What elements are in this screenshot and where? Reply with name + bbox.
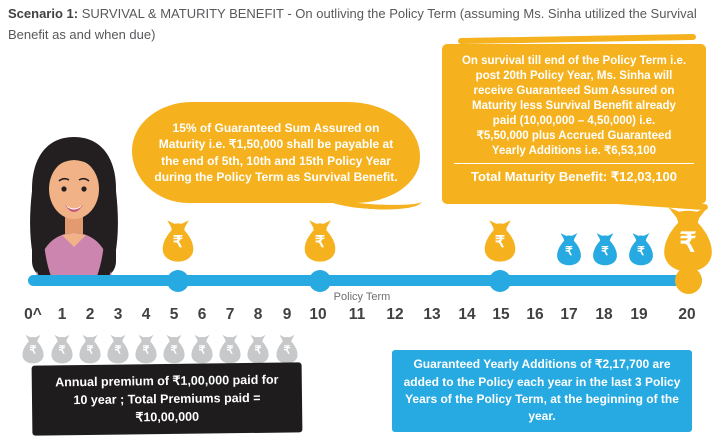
callout-line: year. [528,409,556,424]
rupee-symbol: ₹ [314,233,326,251]
timeline-node-year-20 [675,267,702,294]
year-label-5: 5 [169,306,179,323]
callout-line: the end of 5th, 10th and 15th Policy Yea… [161,153,391,168]
rupee-symbol: ₹ [637,243,645,258]
page-title: Scenario 1: SURVIVAL & MATURITY BENEFIT … [8,4,702,46]
maturity-benefit-callout: On survival till end of the Policy Term … [442,44,706,204]
premium-bag-icon-year-6: ₹ [189,333,215,364]
policy-term-timeline [28,275,702,286]
rupee-symbol: ₹ [172,233,184,251]
callout-line: Yearly Additions i.e. ₹6,53,100 [491,145,657,157]
scenario-title-text: SURVIVAL & MATURITY BENEFIT - On outlivi… [8,6,697,42]
premium-bag-icon-year-8: ₹ [245,333,271,364]
year-label-4: 4 [141,306,151,323]
rupee-symbol: ₹ [170,343,178,356]
total-maturity-benefit: Total Maturity Benefit: ₹12,03,100 [471,169,677,184]
year-label-8: 8 [253,306,263,323]
rupee-symbol: ₹ [29,343,37,356]
survival-benefit-callout: 15% of Guaranteed Sum Assured on Maturit… [132,102,420,203]
money-bag-icon-year-15: ₹ [482,217,518,263]
scenario-label: Scenario 1: [8,6,79,21]
year-label-16: 16 [526,306,544,323]
rupee-symbol: ₹ [58,343,66,356]
callout-line: post 20th Policy Year, Ms. Sinha will [475,70,673,82]
yearly-additions-callout: Guaranteed Yearly Additions of ₹2,17,700… [392,350,692,432]
callout-line: ₹10,00,000 [135,409,200,425]
callout-line: ₹5,50,000 plus Accrued Guaranteed [476,130,672,142]
rupee-symbol: ₹ [494,233,506,251]
premium-bag-icon-year-1: ₹ [49,333,75,364]
year-label-3: 3 [113,306,123,323]
year-label-13: 13 [423,306,441,323]
premium-bag-icon-year-9: ₹ [274,333,300,364]
year-label-12: 12 [386,306,404,323]
rupee-symbol: ₹ [142,343,150,356]
money-bag-icon-year-18: ₹ [591,231,619,266]
premium-bag-icon-year-3: ₹ [105,333,131,364]
callout-line: Maturity i.e. ₹1,50,000 shall be payable… [158,137,394,151]
year-label-6: 6 [197,306,207,323]
year-label-7: 7 [225,306,235,323]
year-label-19: 19 [630,306,648,323]
money-bag-icon-year-20-maturity: ₹ [659,203,717,273]
year-label-14: 14 [458,306,476,323]
rupee-symbol: ₹ [226,343,234,356]
year-label-0: 0^ [24,306,42,323]
rupee-symbol: ₹ [254,343,262,356]
year-label-15: 15 [492,306,510,323]
callout-line: Years of the Policy Term, at the beginni… [405,392,679,406]
premium-bag-icon-year-5: ₹ [161,333,187,364]
money-bag-icon-year-5: ₹ [160,217,196,263]
rupee-symbol: ₹ [601,243,609,258]
year-label-11: 11 [348,306,366,323]
divider [454,163,694,164]
timeline-node-year-10 [309,270,331,292]
year-label-18: 18 [595,306,613,323]
rupee-symbol: ₹ [198,343,206,356]
rupee-symbol: ₹ [679,227,697,258]
premium-bag-icon-year-4: ₹ [133,333,159,364]
callout-line: during the Policy Term as Survival Benef… [154,170,398,184]
callout-line: Guaranteed Yearly Additions of ₹2,17,700… [413,357,671,372]
year-label-20: 20 [678,306,696,323]
annual-premium-callout: Annual premium of ₹1,00,000 paid for 10 … [31,362,303,436]
year-label-17: 17 [560,306,578,323]
year-label-2: 2 [85,306,95,323]
policy-term-label: Policy Term [333,291,391,303]
premium-bag-icon-year-7: ₹ [217,333,243,364]
year-label-10: 10 [309,306,327,323]
money-bag-icon-year-17: ₹ [555,231,583,266]
callout-line: Maturity less Survival Benefit already [472,100,676,112]
premium-bag-icon-year-2: ₹ [77,333,103,364]
money-bag-icon-year-10: ₹ [302,217,338,263]
callout-line: receive Guaranteed Sum Assured on [473,85,675,97]
callout-line: added to the Policy each year in the las… [403,374,681,389]
money-bag-icon-year-19: ₹ [627,231,655,266]
callout-line: On survival till end of the Policy Term … [461,55,687,67]
rupee-symbol: ₹ [86,343,94,356]
timeline-node-year-15 [489,270,511,292]
year-label-1: 1 [57,306,67,323]
callout-line: 15% of Guaranteed Sum Assured on [172,120,380,135]
timeline-node-year-5 [167,270,189,292]
rupee-symbol: ₹ [114,343,122,356]
callout-line: paid (10,00,000 – 4,50,000) i.e. [492,115,656,127]
year-label-9: 9 [282,306,292,323]
policyholder-illustration [30,137,118,285]
rupee-symbol: ₹ [565,243,573,258]
rupee-symbol: ₹ [283,343,291,356]
premium-bag-icon-year-0: ₹ [20,333,46,364]
